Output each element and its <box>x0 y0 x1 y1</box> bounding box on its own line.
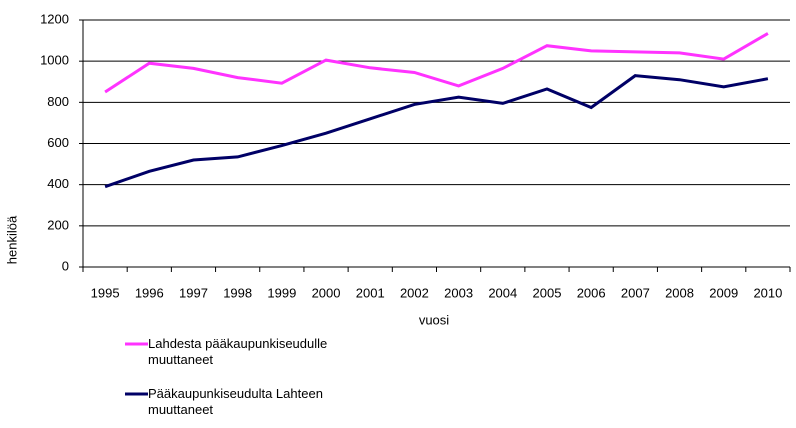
x-tick-label: 1997 <box>179 285 208 300</box>
y-tick-label: 400 <box>47 176 69 191</box>
y-tick-label: 600 <box>47 135 69 150</box>
x-axis-label: vuosi <box>419 312 449 327</box>
x-tick-label: 1996 <box>135 285 164 300</box>
x-tick-label: 2007 <box>621 285 650 300</box>
y-tick-label: 1200 <box>40 11 69 26</box>
x-tick-label: 2003 <box>444 285 473 300</box>
y-tick-label: 200 <box>47 217 69 232</box>
legend-label: Lahdesta pääkaupunkiseudulle muuttaneet <box>148 336 328 367</box>
y-tick-label: 0 <box>62 258 69 273</box>
x-tick-label: 1999 <box>267 285 296 300</box>
y-tick-label: 1000 <box>40 53 69 68</box>
data-line <box>104 74 769 189</box>
legend-label: Pääkaupunkiseudulta Lahteen muuttaneet <box>148 386 323 417</box>
x-tick-label: 2005 <box>533 285 562 300</box>
y-tick-label: 800 <box>47 94 69 109</box>
x-tick-label: 2009 <box>709 285 738 300</box>
x-tick-label: 2004 <box>488 285 517 300</box>
y-axis-label: henkilöä <box>4 215 19 264</box>
x-tick-label: 2010 <box>753 285 782 300</box>
x-tick-label: 1995 <box>91 285 120 300</box>
data-line <box>104 32 769 94</box>
x-tick-label: 2000 <box>312 285 341 300</box>
x-tick-label: 2001 <box>356 285 385 300</box>
x-tick-label: 1998 <box>223 285 252 300</box>
x-tick-label: 2006 <box>577 285 606 300</box>
x-tick-label: 2008 <box>665 285 694 300</box>
x-tick-label: 2002 <box>400 285 429 300</box>
